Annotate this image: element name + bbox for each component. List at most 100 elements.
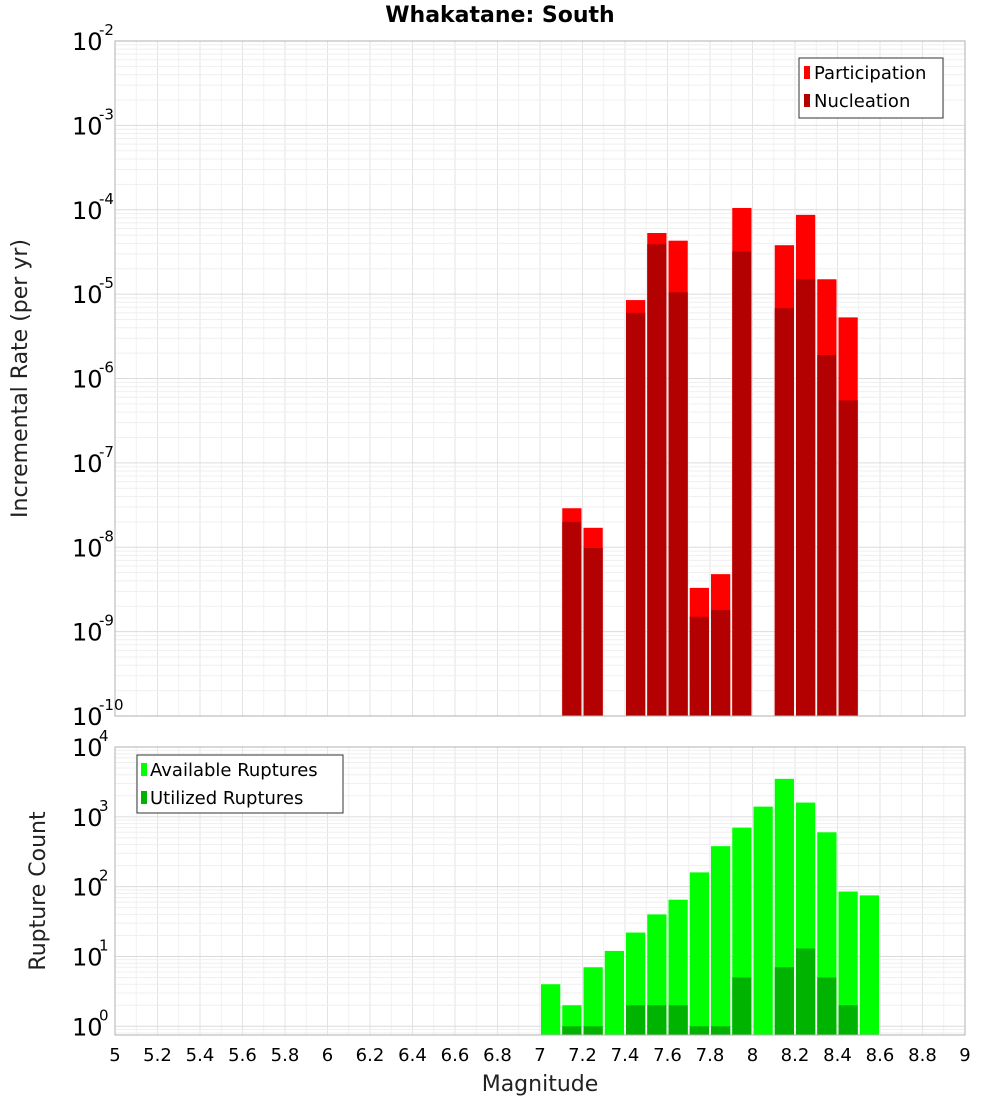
bottom-bar-available-ruptures [859,895,879,1035]
bottom-legend-entry: Utilized Ruptures [150,788,303,809]
top-bar-nucleation [689,616,709,716]
bottom-bar-utilized-ruptures [711,1026,731,1035]
top-legend: Participation Nucleation [798,57,944,119]
top-y-tick-label: 10 [72,450,103,478]
bottom-legend-swatch [141,791,147,804]
x-tick-label: 6.8 [483,1045,512,1066]
x-tick-label: 8.2 [781,1045,810,1066]
x-tick-label: 8.8 [908,1045,937,1066]
x-tick-label: 5.4 [186,1045,215,1066]
bottom-legend-entry: Available Ruptures [150,760,318,781]
x-tick-label: 6.6 [441,1045,470,1066]
bottom-bar-available-ruptures [541,984,561,1035]
x-tick-label: 5 [109,1045,120,1066]
x-tick-label: 9 [959,1045,970,1066]
bottom-y-tick-label: 10 [72,874,103,902]
bottom-y-tick-label: 10 [72,943,103,971]
bottom-bar-utilized-ruptures [796,948,816,1035]
top-bar-nucleation [796,279,816,716]
top-legend-box [798,57,944,119]
x-tick-label: 5.2 [143,1045,172,1066]
top-y-axis-label: Incremental Rate (per yr) [8,239,33,518]
bottom-bar-available-ruptures [711,846,731,1035]
bottom-y-tick-exponent: 4 [99,727,109,745]
top-legend-entry: Nucleation [814,91,910,112]
top-y-tick-exponent: -5 [99,274,114,292]
bottom-bar-available-ruptures [753,806,773,1035]
top-y-tick-label: 10 [72,703,103,731]
bottom-legend: Available Ruptures Utilized Ruptures [136,754,344,814]
x-tick-label: 7.6 [653,1045,682,1066]
bottom-bar-utilized-ruptures [817,977,837,1035]
top-y-tick-label: 10 [72,366,103,394]
bottom-bar-available-ruptures [583,967,603,1035]
top-y-tick-exponent: -9 [99,612,114,630]
bottom-bar-utilized-ruptures [774,967,794,1035]
top-y-tick-exponent: -6 [99,359,114,377]
bottom-y-axis-label: Rupture Count [26,811,51,971]
bottom-bar-utilized-ruptures [626,1005,646,1035]
x-tick-label: 6.2 [356,1045,385,1066]
top-y-tick-exponent: -3 [99,105,114,123]
bottom-y-tick-exponent: 0 [99,1006,109,1024]
bottom-plot-frame [114,746,966,1036]
bottom-bar-utilized-ruptures [732,977,752,1035]
bottom-bar-available-ruptures [838,891,858,1035]
bottom-y-tick-label: 10 [72,804,103,832]
top-grid [114,40,966,717]
top-bar-nucleation [817,354,837,716]
top-plot-frame [114,40,966,717]
x-tick-label: 7.8 [696,1045,725,1066]
bottom-legend-swatch [141,763,147,776]
bottom-bar-utilized-ruptures [689,1026,709,1035]
top-y-tick-label: 10 [72,28,103,56]
top-bars [562,207,858,717]
bottom-bar-available-ruptures [689,872,709,1035]
x-tick-label: 8 [747,1045,758,1066]
top-y-tick-label: 10 [72,112,103,140]
top-bar-nucleation [647,244,667,717]
top-y-tick-label: 10 [72,281,103,309]
chart-title: Whakatane: South [385,3,614,28]
bottom-bar-available-ruptures [604,950,624,1035]
bottom-legend-box [136,754,344,814]
bottom-y-tick-label: 10 [72,1013,103,1041]
top-bar-nucleation [583,547,603,716]
bottom-y-tick-exponent: 2 [99,867,109,885]
bottom-bar-utilized-ruptures [838,1005,858,1035]
top-y-tick-label: 10 [72,197,103,225]
top-bar-nucleation [711,610,731,716]
top-bar-nucleation [626,312,646,716]
top-bar-nucleation [732,251,752,716]
top-y-tick-exponent: -10 [99,696,124,714]
top-y-tick-exponent: -4 [99,190,114,208]
top-y-tick-exponent: -8 [99,527,114,545]
top-y-tick-label: 10 [72,619,103,647]
x-tick-label: 6.4 [398,1045,427,1066]
x-tick-label: 8.4 [823,1045,852,1066]
top-legend-entry: Participation [814,63,926,84]
x-axis-label: Magnitude [482,1072,599,1097]
x-tick-label: 7 [534,1045,545,1066]
bottom-y-tick-exponent: 1 [99,936,109,954]
top-bar-nucleation [668,292,688,716]
bottom-bar-utilized-ruptures [583,1026,603,1035]
top-bar-nucleation [562,521,582,716]
top-y-tick-label: 10 [72,534,103,562]
bottom-bar-utilized-ruptures [668,1005,688,1035]
x-tick-label: 5.8 [271,1045,300,1066]
bottom-y-tick-label: 10 [72,734,103,762]
bottom-bar-available-ruptures [647,914,667,1035]
bottom-bars [541,778,879,1035]
top-legend-swatch [804,66,810,79]
top-y-tick-exponent: -7 [99,443,114,461]
x-tick-label: 5.6 [228,1045,257,1066]
x-tick-label: 8.6 [866,1045,895,1066]
x-tick-label: 6 [322,1045,333,1066]
bottom-y-tick-exponent: 3 [99,797,109,815]
top-legend-swatch [804,94,810,107]
bottom-bar-utilized-ruptures [647,1005,667,1035]
top-bar-nucleation [838,400,858,716]
